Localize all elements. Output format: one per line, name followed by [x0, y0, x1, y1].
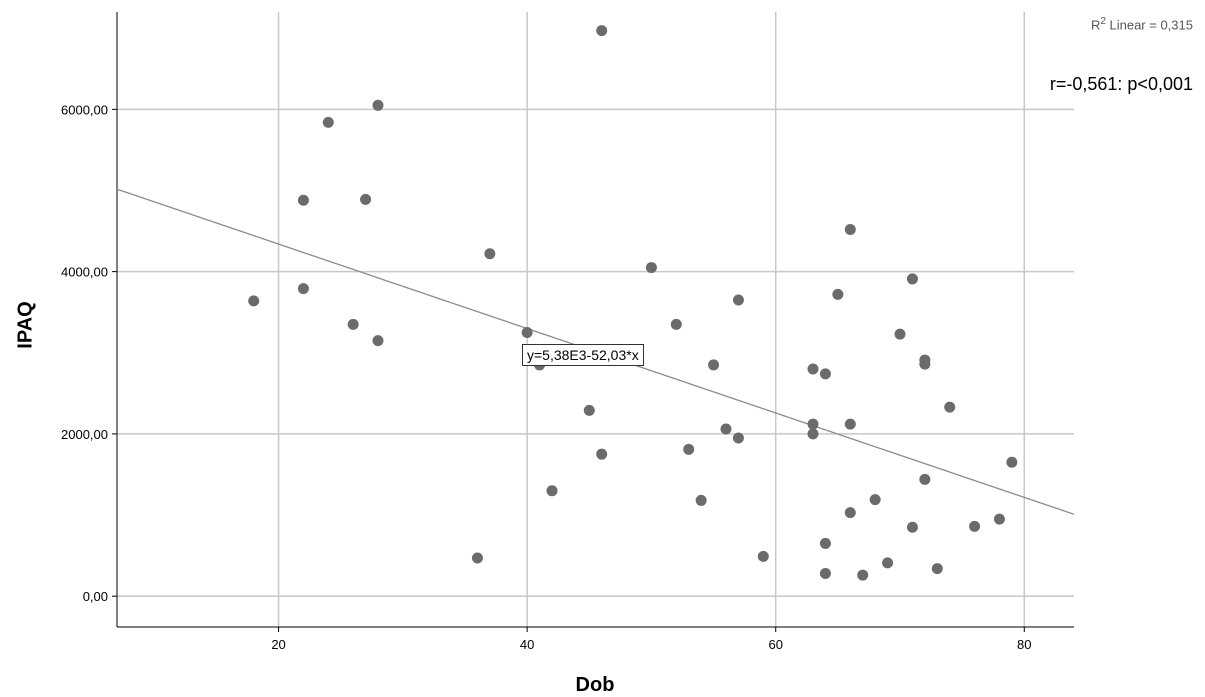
data-point	[1006, 456, 1018, 468]
data-point	[708, 359, 720, 371]
y-tick-label: 6000,00	[61, 102, 108, 117]
data-point	[521, 326, 533, 338]
data-point	[360, 193, 372, 205]
correlation-annotation: r=-0,561: p<0,001	[1049, 74, 1193, 94]
r-squared-label: R2 Linear = 0,315	[1091, 16, 1193, 32]
data-point	[248, 295, 260, 307]
data-point	[297, 283, 309, 295]
data-point	[819, 567, 831, 579]
data-point	[894, 328, 906, 340]
data-point	[919, 473, 931, 485]
data-point	[906, 521, 918, 533]
x-tick-label: 40	[520, 637, 534, 652]
data-point	[347, 318, 359, 330]
data-point	[372, 335, 384, 347]
data-point	[944, 401, 956, 413]
data-point	[484, 248, 496, 260]
data-point	[322, 116, 334, 128]
x-tick-label: 60	[768, 637, 782, 652]
data-point	[757, 550, 769, 562]
data-point	[471, 552, 483, 564]
data-point	[596, 448, 608, 460]
r2-suffix: Linear = 0,315	[1105, 17, 1194, 33]
data-point	[807, 428, 819, 440]
data-point	[832, 288, 844, 300]
x-tick-label: 80	[1017, 637, 1031, 652]
data-point	[583, 404, 595, 416]
data-point	[596, 25, 608, 37]
data-point	[683, 443, 695, 455]
data-point	[906, 273, 918, 285]
data-point	[297, 194, 309, 206]
data-point	[857, 569, 869, 581]
data-point	[919, 358, 931, 370]
data-point	[546, 485, 558, 497]
x-tick-label: 20	[271, 637, 285, 652]
y-tick-label: 2000,00	[61, 427, 108, 442]
y-axis-title: IPAQ	[14, 301, 37, 349]
data-point	[732, 294, 744, 306]
data-point	[720, 423, 732, 435]
data-point	[844, 418, 856, 430]
data-point	[882, 557, 894, 569]
data-point	[869, 494, 881, 506]
y-tick-label: 0,00	[83, 589, 108, 604]
data-point	[844, 507, 856, 519]
data-point	[844, 223, 856, 235]
data-point	[670, 318, 682, 330]
data-point	[372, 99, 384, 111]
data-point	[819, 537, 831, 549]
y-tick-label: 4000,00	[61, 265, 108, 280]
data-point	[695, 494, 707, 506]
data-point	[807, 418, 819, 430]
r2-superscript: 2	[1100, 16, 1106, 27]
data-point	[732, 432, 744, 444]
fit-equation-label: y=5,38E3-52,03*x	[522, 344, 644, 366]
data-point	[993, 513, 1005, 525]
data-point	[969, 520, 981, 532]
y-axis-title-box: IPAQ	[6, 300, 46, 350]
data-point	[819, 368, 831, 380]
data-point	[645, 262, 657, 274]
data-point	[807, 363, 819, 375]
r2-prefix: R	[1090, 17, 1101, 33]
data-point	[931, 563, 943, 575]
x-axis-title: Dob	[575, 674, 615, 696]
